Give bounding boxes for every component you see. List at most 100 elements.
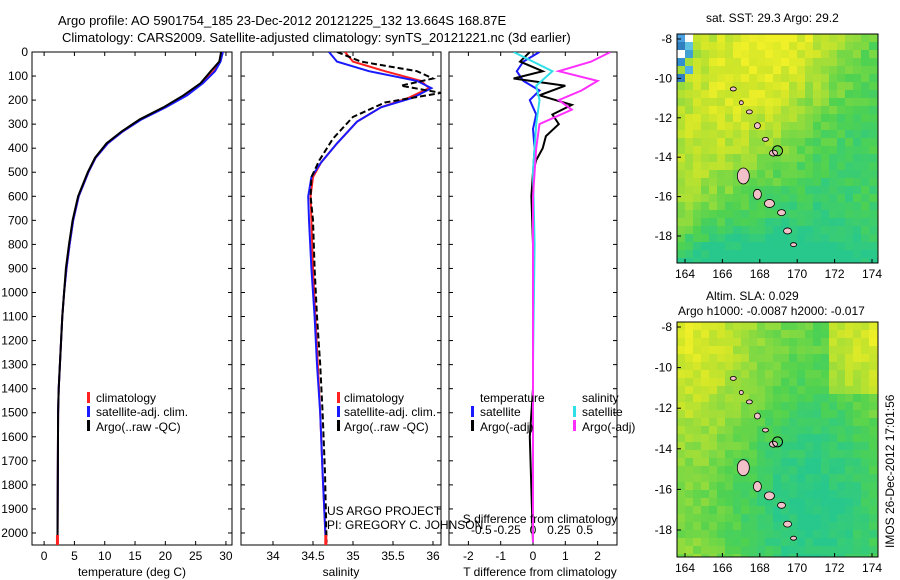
map-cell: [829, 114, 838, 123]
map-cell: [725, 170, 734, 179]
map-cell: [805, 490, 814, 499]
map-cell: [693, 74, 702, 83]
map-cell: [765, 514, 774, 523]
map-cell: [725, 338, 734, 347]
map-cell: [725, 186, 734, 195]
map-cell: [781, 234, 790, 243]
island: [753, 481, 762, 492]
map-cell: [725, 202, 734, 211]
map-cell: [765, 482, 774, 491]
map-cell: [781, 130, 790, 139]
map-cell: [861, 386, 870, 395]
map-cell: [789, 146, 798, 155]
map-cell: [797, 42, 806, 51]
map-cell: [765, 466, 774, 475]
x-tick-label: 0: [41, 549, 48, 563]
map-cell: [717, 522, 726, 531]
map-cell: [773, 426, 782, 435]
map-cell: [837, 154, 846, 163]
map-cell: [813, 66, 822, 75]
map-cell: [773, 322, 782, 331]
map-cell: [693, 506, 702, 515]
map-x-tick-label: 170: [787, 561, 807, 575]
map-x-tick-label: 170: [787, 267, 807, 281]
map-cell: [869, 170, 878, 179]
map-cell: [869, 34, 878, 43]
map-cell: [709, 218, 718, 227]
map-cell: [709, 370, 718, 379]
sla-map-frame: [676, 321, 879, 558]
map-cell: [757, 554, 766, 557]
map-cell: [821, 434, 830, 443]
map-cell: [741, 42, 750, 51]
map-cell: [685, 418, 694, 427]
map-cell: [845, 466, 854, 475]
map-cell: [845, 90, 854, 99]
map-cell: [805, 514, 814, 523]
map-cell: [693, 154, 702, 163]
map-cell: [685, 402, 694, 411]
map-cell: [869, 154, 878, 163]
map-cell: [789, 394, 798, 403]
island: [764, 199, 775, 208]
map-cell: [701, 242, 710, 251]
map-cell: [749, 522, 758, 531]
map-cell: [813, 202, 822, 211]
map-cell: [869, 322, 878, 331]
map-cell: [837, 466, 846, 475]
map-cell: [677, 482, 686, 491]
map-cell: [781, 386, 790, 395]
map-cell: [845, 154, 854, 163]
map-cell: [749, 98, 758, 107]
map-cell: [677, 490, 686, 499]
map-cell: [869, 394, 878, 403]
map-cell: [733, 242, 742, 251]
map-cell: [693, 426, 702, 435]
map-cell: [853, 186, 862, 195]
map-cell: [749, 362, 758, 371]
map-cell: [765, 106, 774, 115]
map-cell: [733, 434, 742, 443]
map-cell: [829, 490, 838, 499]
map-cell: [829, 434, 838, 443]
map-cell-cold: [685, 34, 693, 42]
map-cell: [757, 114, 766, 123]
map-cell: [773, 522, 782, 531]
map-cell: [701, 250, 710, 259]
map-cell: [781, 554, 790, 557]
island: [754, 122, 761, 129]
map-cell: [677, 242, 686, 251]
map-cell-cold: [677, 42, 685, 50]
map-cell: [733, 442, 742, 451]
map-cell: [797, 34, 806, 43]
map-cell: [773, 218, 782, 227]
map-cell: [733, 330, 742, 339]
map-cell: [733, 218, 742, 227]
map-cell: [829, 538, 838, 547]
map-cell: [765, 234, 774, 243]
map-cell: [749, 226, 758, 235]
map-cell: [789, 554, 798, 557]
map-cell: [757, 34, 766, 43]
map-cell: [821, 410, 830, 419]
profile-location-marker: [772, 145, 783, 157]
map-cell: [789, 442, 798, 451]
map-cell: [765, 554, 774, 557]
map-cell: [749, 154, 758, 163]
map-cell: [845, 74, 854, 83]
map-cell: [821, 514, 830, 523]
map-cell: [813, 554, 822, 557]
map-cell: [765, 546, 774, 555]
map-cell: [821, 138, 830, 147]
map-cell: [853, 490, 862, 499]
map-cell: [781, 546, 790, 555]
map-cell-cold: [677, 34, 685, 42]
map-cell: [869, 210, 878, 219]
map-cell: [677, 354, 686, 363]
map-cell: [813, 418, 822, 427]
map-x-tick-label: 164: [675, 267, 695, 281]
map-cell: [701, 82, 710, 91]
map-cell: [789, 130, 798, 139]
map-cell: [701, 522, 710, 531]
map-cell: [821, 258, 830, 263]
